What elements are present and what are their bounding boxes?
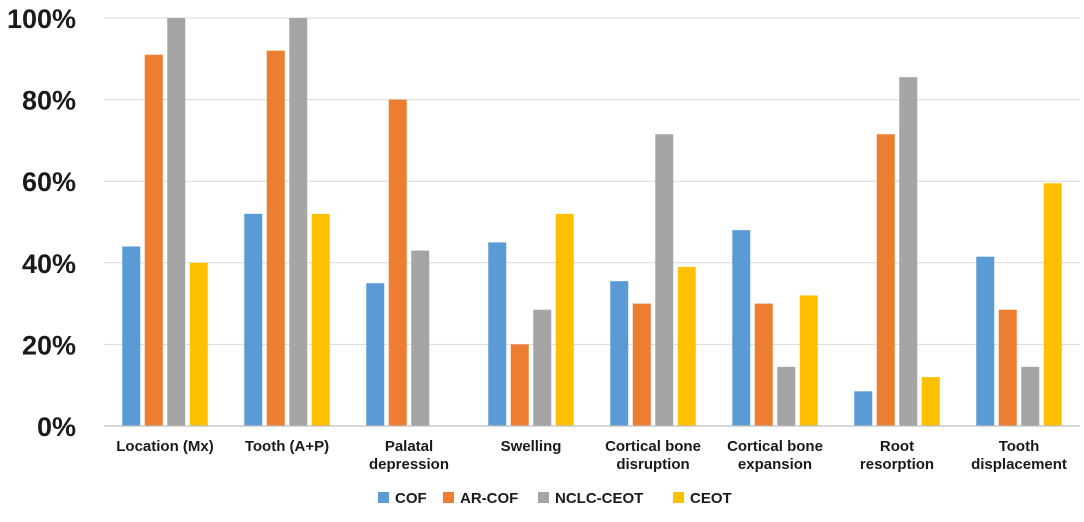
bar-ar-cof <box>876 134 895 426</box>
bar-nclc-ceot <box>411 250 430 426</box>
legend-swatch <box>673 492 684 503</box>
y-tick-label: 100% <box>7 4 76 34</box>
bar-ar-cof <box>266 50 285 426</box>
bar-cof <box>366 283 385 426</box>
bar-ar-cof <box>754 303 773 426</box>
bar-ceot <box>311 213 330 426</box>
bar-ceot <box>799 295 818 426</box>
bar-nclc-ceot <box>1021 366 1040 426</box>
bar-cof <box>244 213 263 426</box>
grid <box>104 17 1080 345</box>
y-tick-label: 20% <box>22 330 76 360</box>
x-tick-label: Cortical bone disruption <box>605 438 701 473</box>
legend-swatch <box>538 492 549 503</box>
bar-cof <box>976 256 995 426</box>
legend-swatch <box>443 492 454 503</box>
bar-ar-cof <box>144 54 163 426</box>
bar-ceot <box>677 266 696 426</box>
legend-label: CEOT <box>690 490 732 507</box>
x-tick-label: Tooth displacement <box>971 438 1067 473</box>
x-tick-label: Cortical bone expansion <box>727 438 823 473</box>
bar-ceot <box>1043 183 1062 426</box>
bar-cof <box>732 230 751 426</box>
y-axis-ticks: 0% 20% 40% 60% 80% 100% <box>7 4 76 442</box>
bar-cof <box>122 246 141 426</box>
legend-label: AR-COF <box>460 490 518 507</box>
x-tick-label: Tooth (A+P) <box>245 438 329 455</box>
legend: COF AR-COF NCLC-CEOT CEOT <box>378 490 732 507</box>
bar-nclc-ceot <box>289 18 308 426</box>
bar-cof <box>488 242 507 426</box>
bar-ceot <box>189 262 208 426</box>
bar-ceot <box>921 377 940 426</box>
bar-nclc-ceot <box>533 309 552 426</box>
bar-ar-cof <box>388 99 407 426</box>
legend-label: COF <box>395 490 427 507</box>
bar-ar-cof <box>632 303 651 426</box>
x-axis-ticks: Location (Mx) Tooth (A+P) Palatal depressio… <box>116 438 1067 473</box>
bar-nclc-ceot <box>167 18 186 426</box>
bar-cof <box>854 391 873 426</box>
bar-nclc-ceot <box>777 366 796 426</box>
y-tick-label: 40% <box>22 249 76 279</box>
y-tick-label: 0% <box>37 412 76 442</box>
x-tick-label: Palatal depression <box>369 438 449 473</box>
y-tick-label: 80% <box>22 86 76 116</box>
bar-nclc-ceot <box>655 134 674 426</box>
bar-ceot <box>555 213 574 426</box>
bar-ar-cof <box>998 309 1017 426</box>
bar-cof <box>610 281 629 426</box>
bars <box>122 18 1062 426</box>
legend-label: NCLC-CEOT <box>555 490 643 507</box>
x-tick-label: Root resorption <box>860 438 934 473</box>
legend-swatch <box>378 492 389 503</box>
y-tick-label: 60% <box>22 167 76 197</box>
x-tick-label: Location (Mx) <box>116 438 214 455</box>
x-tick-label: Swelling <box>501 438 562 455</box>
bar-ar-cof <box>510 344 529 426</box>
bar-nclc-ceot <box>899 77 918 426</box>
